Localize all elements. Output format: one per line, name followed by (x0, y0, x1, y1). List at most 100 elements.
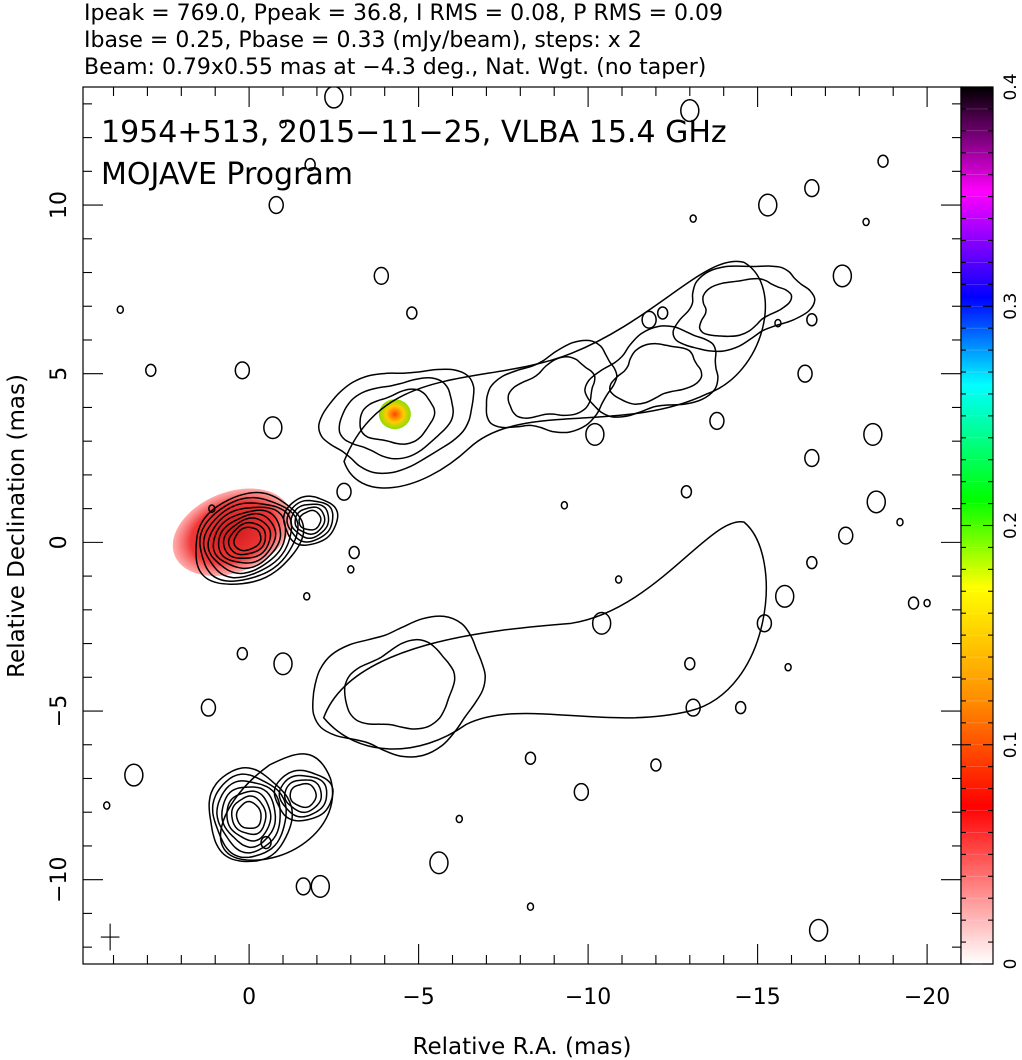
noise-contour (709, 411, 725, 431)
beam-marker (100, 923, 120, 951)
noise-contour (680, 485, 693, 499)
noise-contour (208, 504, 216, 513)
noise-contour (774, 318, 782, 328)
y-tick-labels: −10 −5 0 5 10 (47, 191, 72, 903)
contour-level (273, 769, 334, 822)
polarization-knot-fill (378, 399, 411, 430)
contour-level (290, 503, 330, 540)
noise-contour (347, 565, 355, 574)
plot-area (102, 87, 931, 942)
contour-level (338, 377, 454, 460)
contour-level (343, 638, 456, 730)
noise-contour (614, 575, 623, 584)
noise-contour (455, 814, 464, 824)
contour-level (207, 506, 287, 575)
header-line-2: Ibase = 0.25, Pbase = 0.33 (mJy/beam), s… (84, 28, 642, 53)
noise-contour (685, 698, 701, 717)
y-tick-label: 10 (47, 191, 72, 219)
noise-contour (200, 698, 217, 717)
contour-level (278, 774, 328, 818)
noise-contour (863, 422, 883, 446)
contour-level (584, 325, 719, 418)
colorbar-tick-label: 0.1 (1001, 731, 1021, 758)
noise-contour (310, 874, 331, 898)
noise-contour (102, 801, 111, 810)
noise-contour (774, 584, 795, 608)
x-tick-label: 0 (242, 985, 256, 1010)
contour-level (202, 502, 293, 579)
contour-level (235, 800, 262, 829)
noise-contour (756, 614, 773, 633)
noise-contour (273, 652, 293, 676)
noise-contour (585, 422, 605, 446)
noise-contour (832, 264, 853, 288)
noise-contour (268, 195, 284, 215)
contour-level (507, 356, 596, 419)
noise-contour (641, 310, 657, 329)
noise-contour (236, 646, 249, 661)
noise-contour (373, 266, 390, 286)
colorbar-ticks: 0 0.1 0.2 0.3 0.4 (961, 73, 1021, 969)
colorbar-tick-label: 0.3 (1001, 293, 1021, 320)
contour-level (698, 277, 793, 338)
noise-contour (591, 611, 612, 635)
contour-level (217, 512, 277, 564)
noise-contour (862, 217, 870, 227)
noise-contour (684, 657, 696, 671)
y-tick-label: −5 (47, 695, 72, 727)
noise-contour (806, 555, 818, 570)
contour-level (485, 339, 618, 434)
noise-contour (806, 312, 818, 327)
x-tick-label: −15 (734, 985, 780, 1010)
contour-level (317, 368, 475, 475)
polarization-core-fill (172, 488, 292, 577)
x-axis-label: Relative R.A. (mas) (413, 1034, 632, 1060)
contour-level (216, 780, 281, 854)
noise-contour (429, 851, 449, 875)
noise-contours (102, 87, 931, 942)
noise-contour (837, 526, 854, 545)
noise-contour (758, 193, 778, 217)
y-tick-label: −10 (47, 856, 72, 902)
contour-level (212, 509, 282, 570)
noise-contour (877, 154, 889, 168)
noise-contour (896, 517, 904, 527)
chart-title-line-2: MOJAVE Program (101, 157, 353, 192)
contour-level (298, 509, 322, 531)
noise-contour (234, 361, 251, 380)
y-tick-label: 0 (47, 535, 72, 549)
contour-level (227, 521, 267, 556)
contour-level (199, 496, 299, 582)
contour-level (195, 491, 305, 585)
contour-level (222, 517, 272, 559)
contour-level (289, 782, 317, 809)
contour-level (311, 615, 486, 758)
noise-contour (656, 306, 669, 320)
polarization-outer-contour (219, 753, 334, 861)
contour-level (226, 790, 272, 842)
noise-contour (124, 763, 144, 787)
noise-contour (295, 877, 312, 896)
contour-level (282, 495, 339, 546)
noise-contour (804, 448, 820, 468)
contour-level (286, 499, 334, 543)
colorbar-tick-label: 0.4 (1001, 73, 1021, 100)
x-tick-label: −5 (402, 985, 434, 1010)
x-tick-label: −20 (904, 985, 950, 1010)
noise-contour (302, 591, 311, 601)
noise-contour (524, 751, 537, 765)
noise-contour (560, 500, 569, 510)
noise-contour (784, 662, 792, 672)
colorbar-tick-label: 0 (1001, 959, 1021, 970)
chart-title-line-1: 1954+513, 2015−11−25, VLBA 15.4 GHz (101, 115, 727, 150)
noise-contour (573, 782, 590, 802)
noise-contour (689, 214, 697, 223)
noise-contour (808, 918, 829, 942)
contour-level (359, 388, 436, 445)
jet-envelope-upper (343, 260, 767, 489)
noise-contour (526, 902, 535, 912)
header-line-3: Beam: 0.79x0.55 mas at −4.3 deg., Nat. W… (84, 55, 706, 80)
noise-contour (279, 119, 287, 129)
y-tick-label: 5 (47, 367, 72, 381)
